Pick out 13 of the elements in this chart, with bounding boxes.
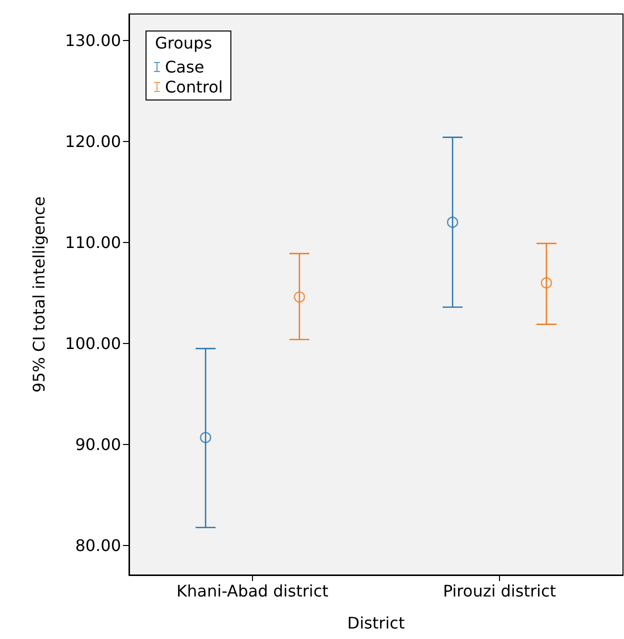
y-tick-label: 120.00 — [65, 132, 121, 151]
y-tick-label: 90.00 — [75, 435, 121, 454]
x-axis-title: District — [347, 614, 405, 632]
y-tick-label: 100.00 — [65, 334, 121, 354]
x-tick-label: Pirouzi district — [442, 582, 556, 600]
y-tick-label: 130.00 — [65, 30, 121, 50]
y-tick-label: 80.00 — [75, 536, 121, 556]
legend-label: Case — [165, 58, 204, 76]
legend-title: Groups — [155, 34, 212, 52]
x-tick-label: Khani-Abad district — [176, 582, 328, 600]
y-tick-label: 110.00 — [65, 232, 121, 252]
legend-label: Control — [165, 78, 223, 96]
y-axis-title: 95% CI total intelligence — [30, 196, 48, 393]
